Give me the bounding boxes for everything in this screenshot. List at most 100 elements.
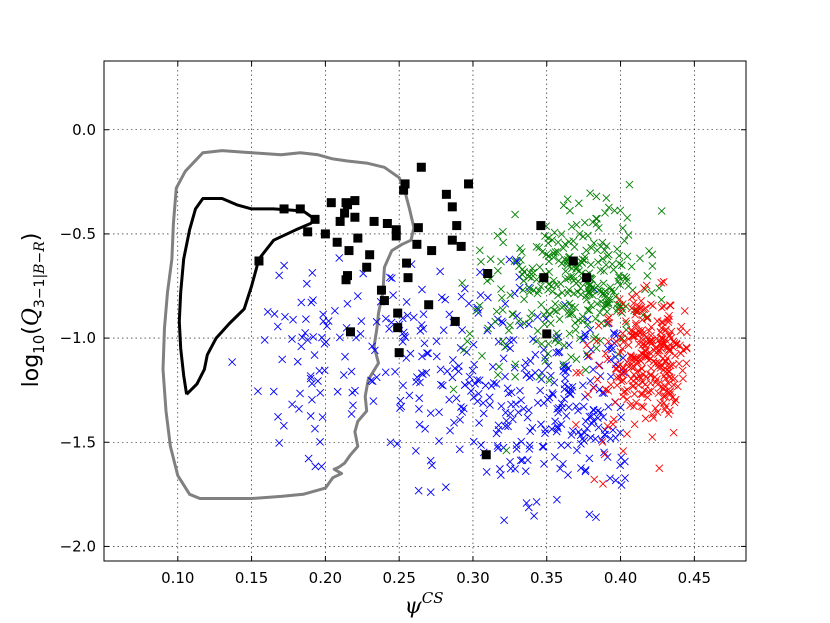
data-point-x — [647, 364, 655, 373]
data-point-x — [502, 446, 511, 455]
data-point-x — [636, 254, 644, 263]
data-point-x — [532, 337, 541, 345]
data-point-x — [535, 243, 544, 252]
data-point-x — [618, 344, 627, 353]
data-point-square — [254, 256, 264, 266]
data-point-x — [511, 360, 520, 369]
data-point-x — [459, 346, 468, 354]
data-point-square — [483, 269, 493, 278]
data-point-x — [275, 438, 284, 447]
data-point-x — [582, 295, 591, 304]
x-tick-label: 0.20 — [309, 569, 342, 587]
data-point-x — [567, 431, 576, 439]
data-point-x — [567, 272, 575, 281]
data-point-x — [622, 277, 631, 285]
data-point-x — [560, 395, 569, 403]
data-point-x — [492, 429, 501, 438]
data-point-x — [624, 362, 633, 371]
data-point-x — [659, 392, 668, 401]
data-point-x — [539, 442, 548, 451]
data-point-x — [411, 446, 420, 455]
data-point-x — [627, 262, 636, 271]
data-point-x — [372, 373, 381, 382]
data-point-square — [369, 216, 379, 226]
data-point-x — [369, 397, 378, 406]
data-point-square — [391, 225, 401, 235]
data-point-x — [288, 400, 297, 409]
data-point-x — [566, 390, 575, 398]
data-point-x — [583, 231, 592, 240]
y-tick-label: −1.0 — [60, 329, 96, 347]
data-point-x — [655, 284, 664, 293]
data-point-x — [612, 365, 621, 374]
data-point-square — [340, 208, 350, 218]
data-point-x — [420, 339, 429, 348]
data-point-x — [306, 412, 315, 420]
data-point-x — [520, 268, 529, 276]
data-point-x — [669, 343, 678, 352]
data-point-x — [585, 306, 594, 315]
data-point-x — [640, 346, 649, 355]
data-point-x — [657, 278, 666, 287]
data-point-x — [670, 398, 679, 407]
data-point-x — [574, 199, 583, 208]
data-point-x — [676, 341, 684, 350]
data-point-x — [520, 295, 529, 304]
data-point-x — [576, 290, 585, 299]
data-point-x — [532, 497, 541, 506]
data-point-x — [405, 391, 414, 400]
data-point-x — [660, 405, 669, 414]
data-point-x — [309, 296, 317, 305]
data-point-x — [417, 321, 426, 329]
data-point-x — [368, 342, 377, 351]
data-point-x — [552, 495, 561, 504]
data-point-x — [587, 243, 596, 252]
data-point-x — [478, 351, 486, 360]
data-point-x — [558, 403, 567, 412]
data-point-x — [591, 434, 600, 443]
data-point-x — [631, 354, 640, 362]
data-point-x — [491, 317, 500, 326]
data-point-x — [504, 389, 513, 398]
data-point-x — [668, 393, 677, 402]
data-point-x — [565, 299, 574, 308]
data-point-x — [623, 385, 632, 394]
data-point-x — [576, 431, 585, 440]
data-point-x — [302, 279, 311, 288]
data-point-x — [523, 456, 532, 464]
data-point-x — [669, 428, 678, 437]
data-point-x — [599, 279, 608, 288]
data-point-x — [581, 366, 590, 374]
data-point-x — [514, 317, 523, 326]
data-point-x — [599, 303, 608, 312]
data-point-x — [657, 324, 666, 333]
data-point-x — [508, 310, 517, 319]
data-point-x — [476, 291, 485, 300]
data-point-x — [541, 357, 550, 365]
data-point-square — [341, 275, 351, 285]
data-point-x — [499, 354, 508, 363]
data-point-x — [600, 448, 608, 457]
data-point-x — [637, 297, 646, 305]
data-point-x — [497, 317, 506, 326]
data-point-x — [511, 372, 520, 381]
data-point-square — [416, 162, 426, 172]
data-point-square — [441, 189, 451, 199]
data-point-x — [414, 486, 423, 495]
data-point-x — [477, 441, 486, 449]
data-point-x — [561, 240, 570, 249]
data-point-x — [622, 273, 631, 282]
data-point-x — [666, 361, 675, 370]
data-point-x — [537, 300, 546, 309]
data-point-x — [609, 329, 618, 337]
data-point-x — [634, 326, 643, 335]
data-point-x — [653, 346, 662, 355]
data-point-x — [501, 408, 510, 417]
data-point-x — [627, 293, 636, 301]
data-point-x — [578, 255, 587, 264]
data-point-x — [654, 389, 663, 398]
data-point-x — [647, 386, 656, 395]
x-tick-label: 0.25 — [382, 569, 415, 587]
data-point-x — [553, 404, 562, 413]
data-point-x — [475, 376, 484, 385]
